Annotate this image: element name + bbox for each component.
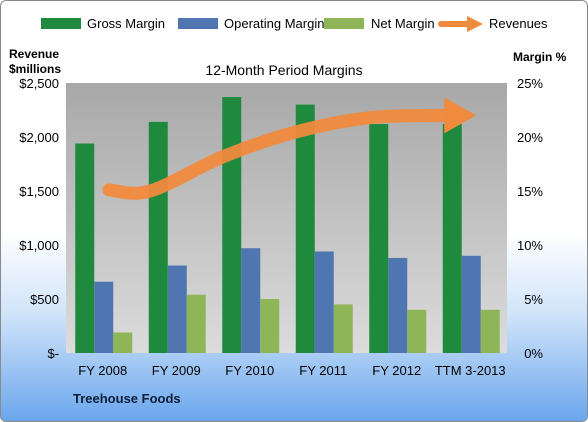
bar-gross-margin <box>295 104 315 353</box>
left-axis-ticks: $- $500 $1,000 $1,500 $2,000 $2,500 <box>19 76 59 361</box>
bar-operating-margin <box>314 251 334 353</box>
bar-operating-margin <box>241 248 261 353</box>
category-label: FY 2008 <box>78 363 127 378</box>
legend-label-operating-margin: Operating Margin <box>224 16 324 31</box>
category-label: FY 2009 <box>152 363 201 378</box>
bar-gross-margin <box>222 97 242 353</box>
right-tick-label: 0% <box>524 346 543 361</box>
bar-operating-margin <box>94 281 114 353</box>
category-label: FY 2012 <box>372 363 421 378</box>
right-axis-label: Margin % <box>513 50 567 64</box>
revenues-line-group <box>102 97 477 200</box>
right-tick-label: 20% <box>517 130 543 145</box>
bar-operating-margin <box>167 265 187 353</box>
legend-swatch-operating-margin <box>178 18 218 29</box>
bars <box>75 97 500 353</box>
bar-operating-margin <box>461 255 481 353</box>
left-tick-label: $1,000 <box>19 238 59 253</box>
bar-gross-margin <box>442 124 462 353</box>
legend-swatch-net-margin <box>324 18 364 29</box>
left-tick-label: $2,000 <box>19 130 59 145</box>
left-axis-label-line1: Revenue <box>9 47 59 61</box>
chart-title: 12-Month Period Margins <box>205 62 362 78</box>
right-tick-label: 5% <box>524 292 543 307</box>
legend-label-revenues: Revenues <box>489 16 548 31</box>
category-label: TTM 3-2013 <box>435 363 506 378</box>
legend-label-gross-margin: Gross Margin <box>87 16 165 31</box>
category-labels: FY 2008 FY 2009 FY 2010 FY 2011 FY 2012 TTM 3… <box>78 363 505 378</box>
left-axis-label-line2: $millions <box>9 62 61 76</box>
right-tick-label: 25% <box>517 76 543 91</box>
right-tick-label: 15% <box>517 184 543 199</box>
bar-net-margin <box>333 304 353 353</box>
left-tick-label: $2,500 <box>19 76 59 91</box>
right-axis-ticks: 0% 5% 10% 15% 20% 25% <box>517 76 543 361</box>
bar-gross-margin <box>369 124 389 353</box>
category-label: FY 2011 <box>299 363 347 378</box>
company-name: Treehouse Foods <box>73 391 181 406</box>
bar-net-margin <box>186 294 206 353</box>
bar-gross-margin <box>148 121 168 353</box>
bar-net-margin <box>480 309 500 353</box>
bar-net-margin <box>407 309 427 353</box>
bar-net-margin <box>113 332 133 353</box>
left-tick-label: $- <box>47 346 59 361</box>
bar-operating-margin <box>388 257 408 353</box>
plot-area <box>66 83 507 353</box>
legend-swatch-revenues <box>438 16 483 32</box>
category-label: FY 2010 <box>225 363 274 378</box>
legend-label-net-margin: Net Margin <box>371 16 435 31</box>
legend: Gross Margin Operating Margin Net Margin… <box>41 16 548 32</box>
legend-swatch-gross-margin <box>41 18 81 29</box>
bar-net-margin <box>260 299 280 353</box>
right-tick-label: 10% <box>517 238 543 253</box>
left-tick-label: $500 <box>30 292 59 307</box>
bar-gross-margin <box>75 143 95 353</box>
revenues-arrowhead <box>444 97 477 134</box>
left-tick-label: $1,500 <box>19 184 59 199</box>
revenues-line <box>102 108 453 200</box>
